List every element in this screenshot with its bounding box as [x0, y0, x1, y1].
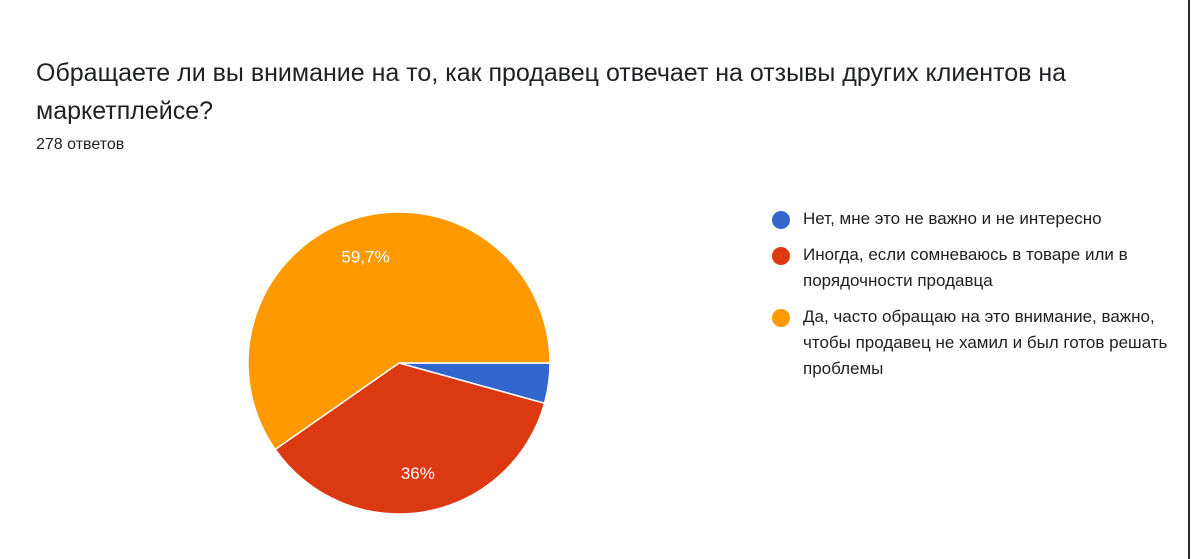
- response-count: 278 ответов: [36, 136, 125, 153]
- legend-marker-red: [772, 247, 790, 265]
- legend-item-not-important[interactable]: Нет, мне это не важно и не интересно: [770, 206, 1170, 232]
- legend-label: Да, часто обращаю на это внимание, важно…: [803, 307, 1168, 378]
- pie-slice-value-label: 36%: [401, 464, 435, 483]
- question-title: Обращаете ли вы внимание на то, как прод…: [36, 59, 1067, 125]
- legend-item-often[interactable]: Да, часто обращаю на это внимание, важно…: [770, 304, 1170, 382]
- chart-legend: Нет, мне это не важно и не интересно Ино…: [770, 206, 1170, 392]
- legend-label: Нет, мне это не важно и не интересно: [803, 209, 1102, 228]
- pie-slice-often[interactable]: [247, 211, 551, 451]
- legend-marker-orange: [772, 309, 790, 327]
- pie-slice-sometimes[interactable]: [274, 362, 546, 515]
- pie-slice-value-label: 59,7%: [341, 247, 389, 266]
- legend-marker-blue: [772, 211, 790, 229]
- legend-item-sometimes[interactable]: Иногда, если сомневаюсь в товаре или в п…: [770, 242, 1170, 294]
- legend-label: Иногда, если сомневаюсь в товаре или в п…: [803, 245, 1128, 290]
- pie-labels: 36% 59,7%: [341, 247, 435, 483]
- pie-slices: [247, 211, 551, 515]
